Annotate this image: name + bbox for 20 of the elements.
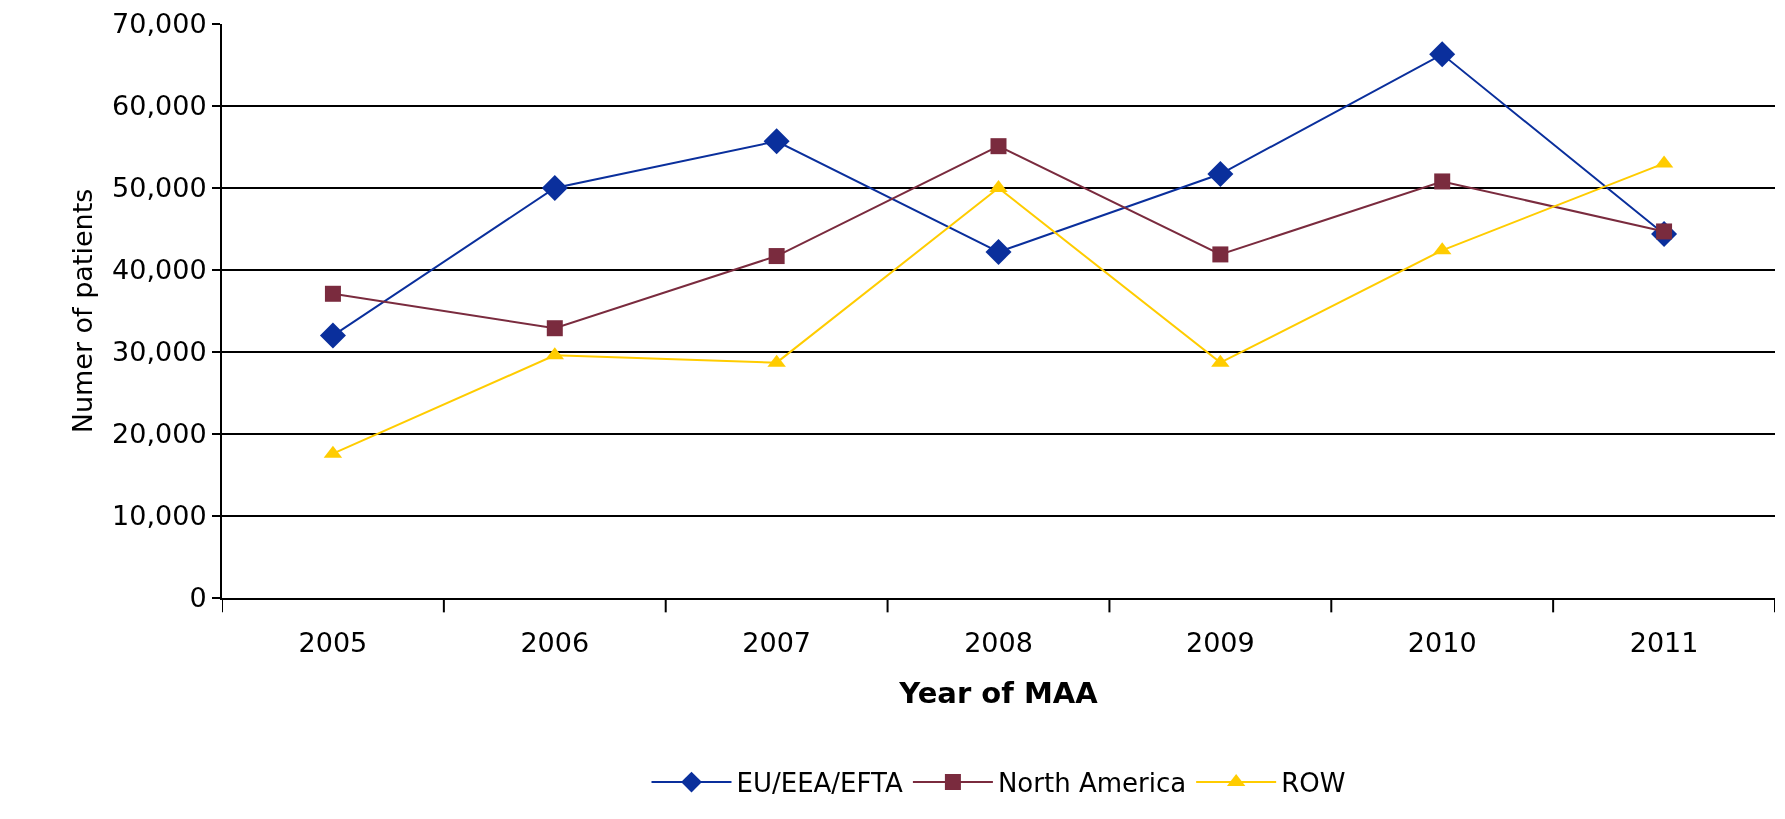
x-axis-title: Year of MAA — [898, 675, 1099, 710]
legend-label: North America — [997, 768, 1187, 799]
x-tick-label: 2008 — [964, 627, 1033, 659]
legend-label: EU/EEA/EFTA — [736, 768, 903, 799]
y-tick-label: 0 — [189, 582, 207, 614]
x-tick-label: 2007 — [742, 627, 811, 659]
y-tick-label: 70,000 — [112, 8, 207, 40]
x-tick-label: 2006 — [520, 627, 590, 659]
x-tick-label: 2011 — [1629, 627, 1699, 659]
x-tick-label: 2005 — [298, 627, 368, 659]
x-tick-label: 2009 — [1186, 627, 1255, 659]
y-tick-label: 10,000 — [112, 500, 207, 532]
y-tick-label: 50,000 — [112, 172, 207, 204]
y-tick-label: 60,000 — [112, 90, 207, 122]
y-axis-title: Numer of patients — [66, 188, 98, 434]
y-tick-label: 40,000 — [112, 254, 207, 286]
y-tick-label: 20,000 — [112, 418, 207, 450]
legend-label: ROW — [1281, 768, 1346, 799]
y-tick-label: 30,000 — [112, 336, 207, 368]
x-tick-label: 2010 — [1407, 627, 1477, 659]
